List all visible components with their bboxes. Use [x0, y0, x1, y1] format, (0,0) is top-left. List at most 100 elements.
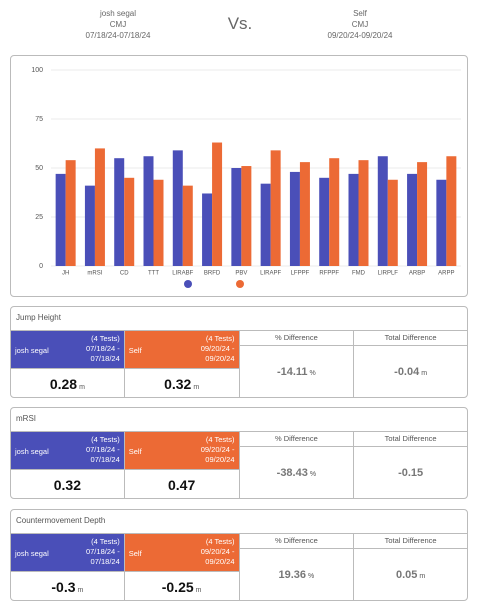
test-count: (4 Tests)	[205, 334, 235, 343]
metric-value: 0.32	[11, 469, 124, 500]
cell-header: Self (4 Tests) 09/20/24 - 09/20/24	[124, 432, 239, 469]
cell-header: Self (4 Tests) 09/20/24 - 09/20/24	[124, 534, 239, 571]
athlete-name: Self	[128, 549, 142, 558]
bar	[260, 183, 271, 266]
x-tick-label: LIRABF	[172, 271, 193, 277]
bar	[172, 150, 183, 266]
value: 0.28	[49, 376, 78, 392]
metric-card: Countermovement Depth josh segal (4 Tests)…	[10, 509, 468, 601]
value: -0.3	[51, 579, 76, 595]
column-header: % Difference	[239, 432, 354, 447]
x-tick-label: ARBP	[409, 271, 425, 277]
test-meta: (4 Tests) 09/20/24 - 09/20/24	[173, 537, 235, 567]
value: 19.36	[278, 569, 307, 581]
column-header: % Difference	[239, 331, 354, 346]
right-header: Self CMJ 09/20/24-09/20/24	[290, 8, 430, 41]
y-tick-label: 75	[35, 116, 43, 123]
x-tick-label: BRFD	[204, 271, 221, 277]
bar	[387, 179, 398, 266]
difference-cell: Total Difference -0.04 m	[354, 331, 467, 398]
name: Self	[353, 9, 367, 18]
test-count: (4 Tests)	[205, 537, 235, 546]
athlete-name: Self	[128, 447, 142, 456]
difference-value: -38.43%	[240, 447, 354, 499]
test-meta: (4 Tests) 09/20/24 - 09/20/24	[173, 334, 235, 364]
bar	[202, 193, 213, 266]
unit: m	[195, 587, 202, 594]
unit: m	[419, 573, 426, 580]
metric-card: Jump Height josh segal (4 Tests) 07/18/24 -…	[10, 306, 468, 398]
legend-marker	[184, 280, 192, 288]
metric-value: -0.25 m	[124, 571, 239, 602]
bar	[65, 160, 76, 266]
test: CMJ	[351, 20, 369, 29]
bar	[241, 166, 252, 266]
difference-cell: Total Difference -0.15	[354, 432, 467, 499]
x-tick-label: PBV	[235, 271, 247, 277]
metric-value: -0.3 m	[11, 571, 124, 602]
bar	[182, 185, 193, 266]
x-tick-label: LIRPLF	[378, 271, 399, 277]
metric-card: mRSI josh segal (4 Tests) 07/18/24 - 07/18/…	[10, 407, 468, 499]
difference-cell: Total Difference 0.05 m	[354, 534, 467, 601]
x-tick-label: LFPPF	[291, 271, 310, 277]
compare-cell: josh segal (4 Tests) 07/18/24 - 07/18/24 -0…	[11, 534, 125, 601]
legend-marker	[236, 280, 244, 288]
cell-header: josh segal (4 Tests) 07/18/24 - 07/18/24	[11, 331, 124, 368]
date-range: 07/18/24 - 07/18/24	[85, 547, 120, 566]
test-count: (4 Tests)	[91, 435, 120, 444]
x-tick-label: CD	[120, 271, 129, 277]
bar	[348, 173, 359, 266]
metric-row: josh segal (4 Tests) 07/18/24 - 07/18/24 -0…	[11, 534, 467, 601]
athlete-name: josh segal	[15, 549, 49, 558]
y-tick-label: 25	[35, 214, 43, 221]
bar	[358, 160, 369, 266]
unit: m	[79, 384, 85, 391]
difference-value: -14.11%	[240, 346, 354, 398]
difference-cell: % Difference -14.11%	[239, 331, 355, 398]
value: 0.47	[168, 477, 196, 493]
compare-cell: josh segal (4 Tests) 07/18/24 - 07/18/24 0.…	[11, 331, 125, 398]
value: -0.15	[398, 467, 424, 479]
test-meta: (4 Tests) 09/20/24 - 09/20/24	[173, 435, 235, 465]
y-tick-label: 50	[35, 165, 43, 172]
dates: 09/20/24-09/20/24	[327, 31, 393, 40]
bar	[143, 156, 154, 266]
bar	[124, 177, 135, 266]
athlete-name: josh segal	[15, 346, 49, 355]
compare-cell: josh segal (4 Tests) 07/18/24 - 07/18/24 0.…	[11, 432, 125, 499]
bar	[289, 171, 300, 266]
bar	[329, 158, 340, 266]
metric-title: mRSI	[11, 408, 467, 432]
y-tick-label: 0	[39, 263, 43, 270]
difference-value: 0.05 m	[354, 549, 467, 601]
value: -38.43	[276, 467, 308, 479]
date-range: 07/18/24 - 07/18/24	[85, 344, 120, 363]
unit: %	[309, 471, 317, 478]
bar	[94, 148, 105, 266]
metric-title: Jump Height	[11, 307, 467, 331]
bar	[84, 185, 95, 266]
metric-row: josh segal (4 Tests) 07/18/24 - 07/18/24 0.…	[11, 331, 467, 398]
date-range: 09/20/24 - 09/20/24	[200, 547, 235, 566]
x-tick-label: ARPP	[438, 271, 454, 277]
column-header: Total Difference	[354, 432, 467, 447]
bar	[231, 168, 242, 266]
unit: m	[421, 370, 428, 377]
bar	[446, 156, 457, 266]
x-tick-label: LIRAPF	[260, 271, 281, 277]
test: CMJ	[109, 20, 127, 29]
test-count: (4 Tests)	[91, 334, 120, 343]
bar	[270, 150, 281, 266]
unit: %	[309, 370, 316, 377]
bar	[212, 142, 223, 266]
bar	[377, 156, 388, 266]
value: -0.25	[161, 579, 194, 595]
name: josh segal	[99, 9, 137, 18]
value: -0.04	[394, 366, 420, 378]
x-tick-label: RFPPF	[319, 271, 339, 277]
x-tick-label: mRSI	[87, 271, 102, 277]
bar	[319, 177, 330, 266]
metric-value: 0.32 m	[124, 368, 239, 399]
